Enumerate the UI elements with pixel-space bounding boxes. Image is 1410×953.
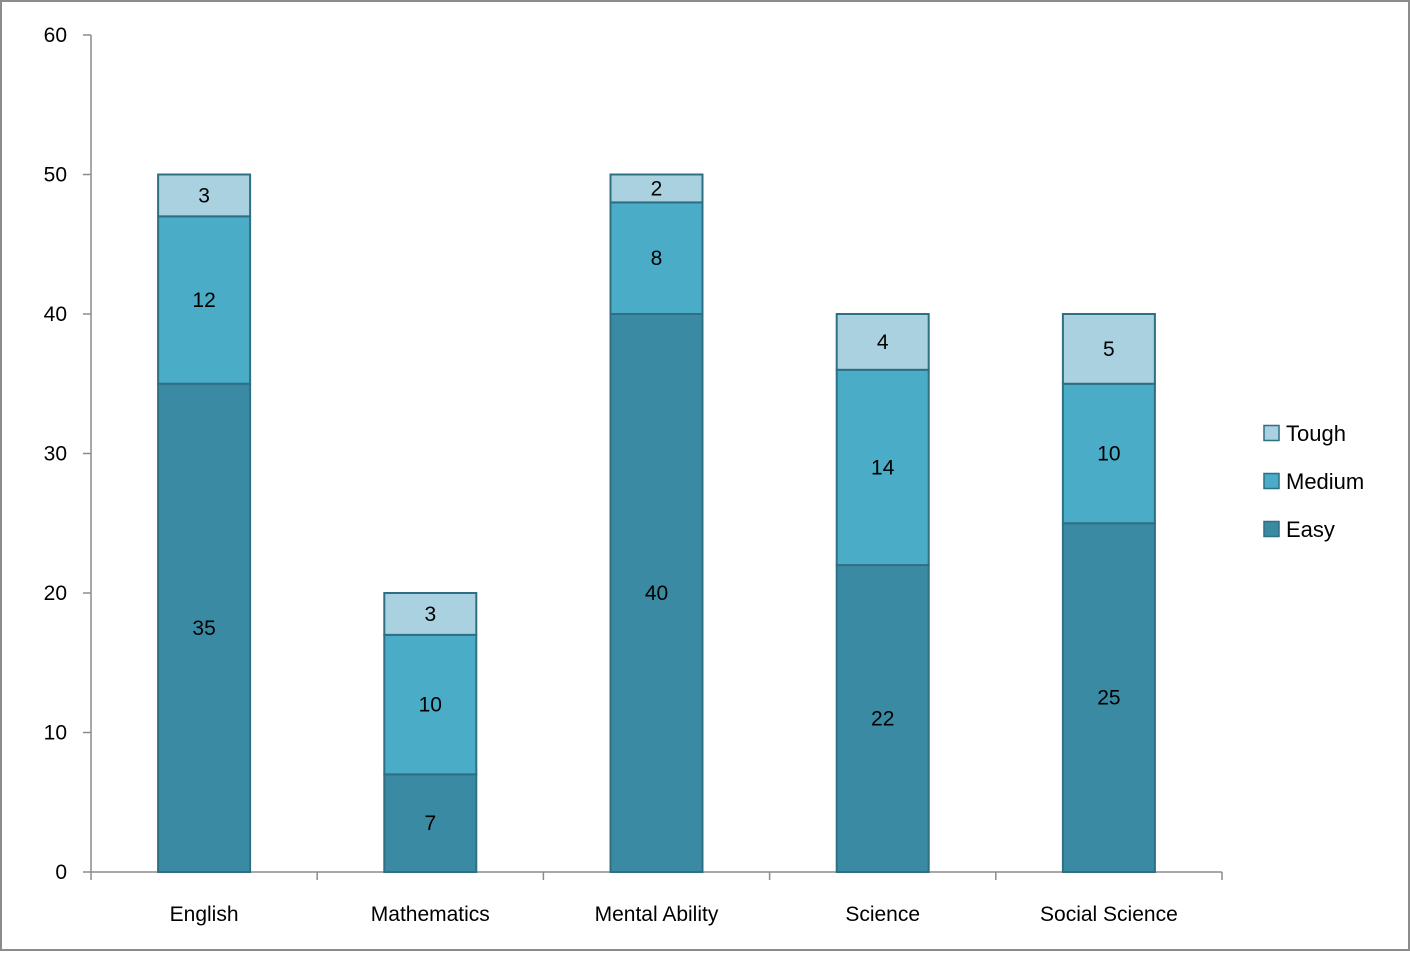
- data-label-tough: 3: [198, 184, 210, 207]
- bar-segment-tough: [609, 173, 704, 204]
- bar-segment-easy: [157, 382, 252, 873]
- bars: [157, 173, 1156, 873]
- bar-segment-easy: [383, 773, 478, 873]
- legend-swatch-medium: [1263, 472, 1280, 490]
- y-tick-label: 20: [44, 582, 67, 605]
- data-label-medium: 10: [1097, 443, 1120, 466]
- data-label-medium: 8: [651, 247, 663, 270]
- legend: Tough Medium Easy: [1263, 421, 1364, 542]
- x-axis: English Mathematics Mental Ability Science S…: [90, 871, 1223, 926]
- data-label-easy: 40: [645, 582, 668, 605]
- bar-segment-medium: [157, 215, 252, 385]
- y-tick-label: 0: [55, 861, 67, 884]
- data-label-easy: 7: [424, 812, 436, 835]
- legend-swatch-tough: [1263, 424, 1280, 442]
- x-tick-label: Mathematics: [371, 903, 490, 926]
- data-label-tough: 5: [1103, 338, 1115, 361]
- x-tick-label: Mental Ability: [595, 903, 719, 926]
- y-tick-label: 40: [44, 303, 67, 326]
- x-tick-label: English: [170, 903, 239, 926]
- data-label-easy: 25: [1097, 687, 1120, 710]
- bar-segment-medium: [1061, 382, 1156, 525]
- data-label-easy: 22: [871, 708, 894, 731]
- data-label-medium: 12: [192, 289, 215, 312]
- data-label-tough: 3: [424, 603, 436, 626]
- bar-segment-tough: [383, 592, 478, 636]
- x-tick-label: Science: [845, 903, 920, 926]
- y-tick-label: 50: [44, 164, 67, 187]
- bar-segment-easy: [1061, 522, 1156, 873]
- bar-segment-tough: [157, 173, 252, 218]
- y-tick-label: 10: [44, 722, 67, 745]
- bar-segment-medium: [383, 633, 478, 776]
- data-label-easy: 35: [192, 617, 215, 640]
- x-tick-label: Social Science: [1040, 903, 1178, 926]
- y-tick-label: 30: [44, 443, 67, 466]
- bar-segment-tough: [1061, 313, 1156, 385]
- y-axis: 0 10 20 30 40 50 60: [44, 24, 92, 884]
- data-label-tough: 4: [877, 331, 889, 354]
- bar-segment-easy: [835, 564, 930, 873]
- y-tick-label: 60: [44, 24, 67, 47]
- legend-label-easy: Easy: [1286, 517, 1335, 542]
- bar-segment-medium: [835, 368, 930, 567]
- legend-swatch-easy: [1263, 520, 1280, 538]
- legend-label-tough: Tough: [1286, 421, 1346, 446]
- data-label-medium: 10: [419, 694, 442, 717]
- legend-label-medium: Medium: [1286, 469, 1364, 494]
- data-label-tough: 2: [651, 177, 663, 200]
- bar-segment-medium: [609, 201, 704, 315]
- data-label-medium: 14: [871, 456, 895, 479]
- bar-segment-tough: [835, 313, 930, 371]
